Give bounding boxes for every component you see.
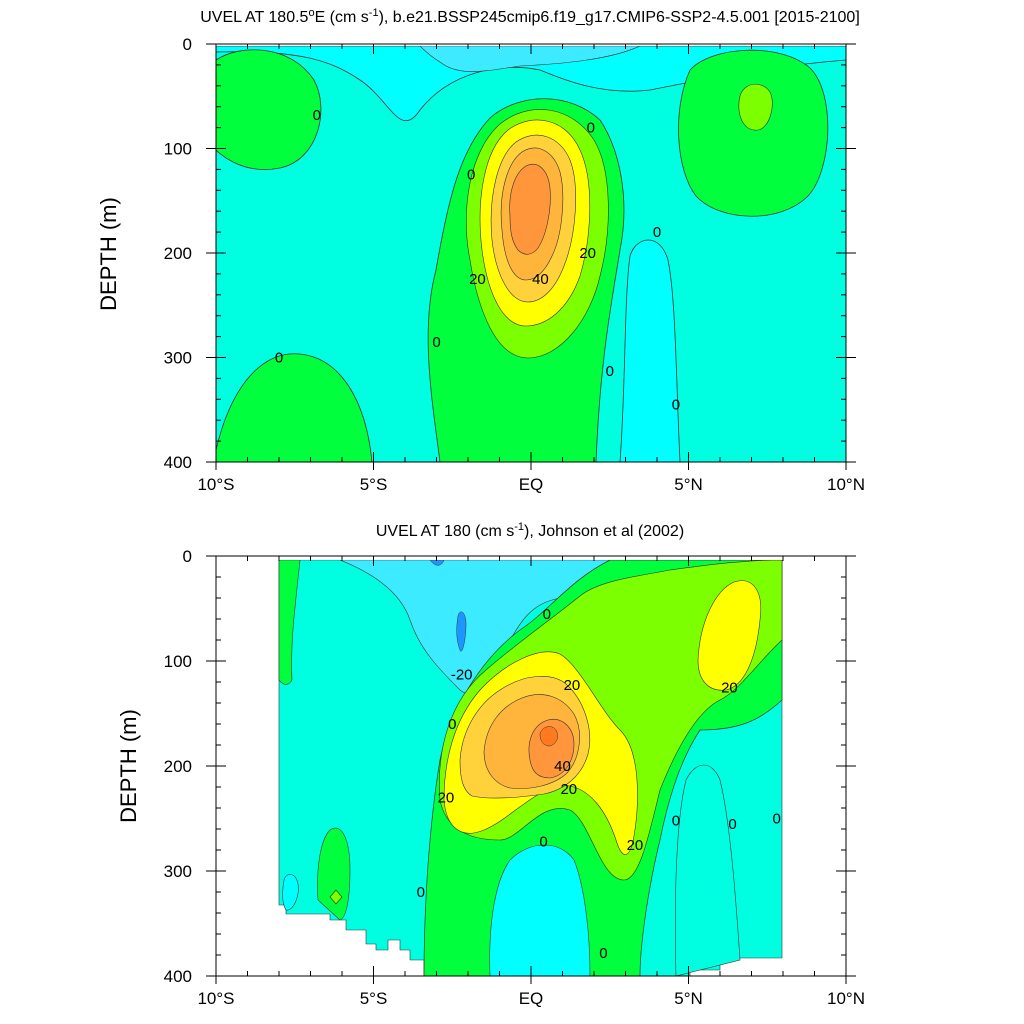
contour-label: 0 [728, 816, 736, 833]
y-tick-label: 100 [164, 652, 192, 671]
contour-label: 0 [672, 397, 680, 414]
contour-fill [278, 560, 783, 976]
contour-label: 0 [448, 716, 456, 733]
contour-labels: 0 0 0 0 20 20 40 0 0 0 0 [275, 107, 680, 413]
y-tick-label: 200 [164, 757, 192, 776]
contour-label: 0 [539, 834, 547, 851]
contour-label: 20 [627, 837, 644, 854]
contour-label: 0 [773, 811, 781, 828]
y-tick-label: 0 [183, 547, 192, 566]
contour-label: 0 [467, 167, 475, 184]
contour-label: 20 [721, 679, 738, 696]
y-tick-label: 400 [164, 453, 192, 472]
y-tick-label: 100 [164, 140, 192, 159]
x-tick-label: 10°N [827, 989, 865, 1008]
y-tick-label: 0 [183, 35, 192, 54]
x-tick-label: 5°S [360, 475, 388, 494]
contour-fill [216, 46, 846, 462]
x-tick-label: 5°S [360, 989, 388, 1008]
y-axis-label: DEPTH (m) [116, 709, 141, 823]
contour-label: 0 [672, 813, 680, 830]
y-tick-label: 200 [164, 244, 192, 263]
x-tick-label: 10°S [197, 475, 234, 494]
contour-label: 0 [606, 363, 614, 380]
contour-label: 0 [432, 334, 440, 351]
y-axis-label: DEPTH (m) [96, 197, 121, 311]
contour-label: 20 [564, 677, 581, 694]
x-tick-label: EQ [519, 989, 544, 1008]
panel-model: UVEL AT 180.5oE (cm s-1), b.e21.BSSP245c… [96, 7, 865, 494]
contour-label: 0 [599, 945, 607, 962]
contour-label: 20 [579, 245, 596, 262]
contour-labels: 0 -20 20 20 0 40 20 20 0 0 0 20 0 0 0 [417, 606, 781, 962]
x-tick-label: 10°N [827, 475, 865, 494]
contour-label: 0 [275, 350, 283, 367]
contour-label: 40 [532, 271, 549, 288]
y-tick-label: 300 [164, 862, 192, 881]
contour-label: 0 [543, 606, 551, 623]
panel-title: UVEL AT 180.5oE (cm s-1), b.e21.BSSP245c… [200, 7, 860, 26]
contour-label: -20 [451, 667, 473, 684]
contour-label: 20 [560, 781, 577, 798]
contour-label: 0 [653, 224, 661, 241]
panel-observations: UVEL AT 180 (cm s-1), Johnson et al (200… [116, 521, 865, 1008]
x-tick-label: 5°N [674, 475, 703, 494]
contour-label: 0 [313, 107, 321, 124]
contour-label: 0 [587, 120, 595, 137]
panel-title: UVEL AT 180 (cm s-1), Johnson et al (200… [376, 521, 684, 540]
x-axis: 10°S 5°S EQ 5°N 10°N [197, 556, 865, 1008]
contour-label: 0 [417, 884, 425, 901]
x-tick-label: 10°S [197, 989, 234, 1008]
y-tick-label: 400 [164, 967, 192, 986]
x-tick-label: 5°N [674, 989, 703, 1008]
x-tick-label: EQ [519, 475, 544, 494]
contour-label: 40 [554, 758, 571, 775]
contour-label: 20 [469, 271, 486, 288]
contour-label: 20 [438, 790, 455, 807]
y-tick-label: 300 [164, 349, 192, 368]
x-axis: 10°S 5°S EQ 5°N 10°N [197, 44, 865, 494]
